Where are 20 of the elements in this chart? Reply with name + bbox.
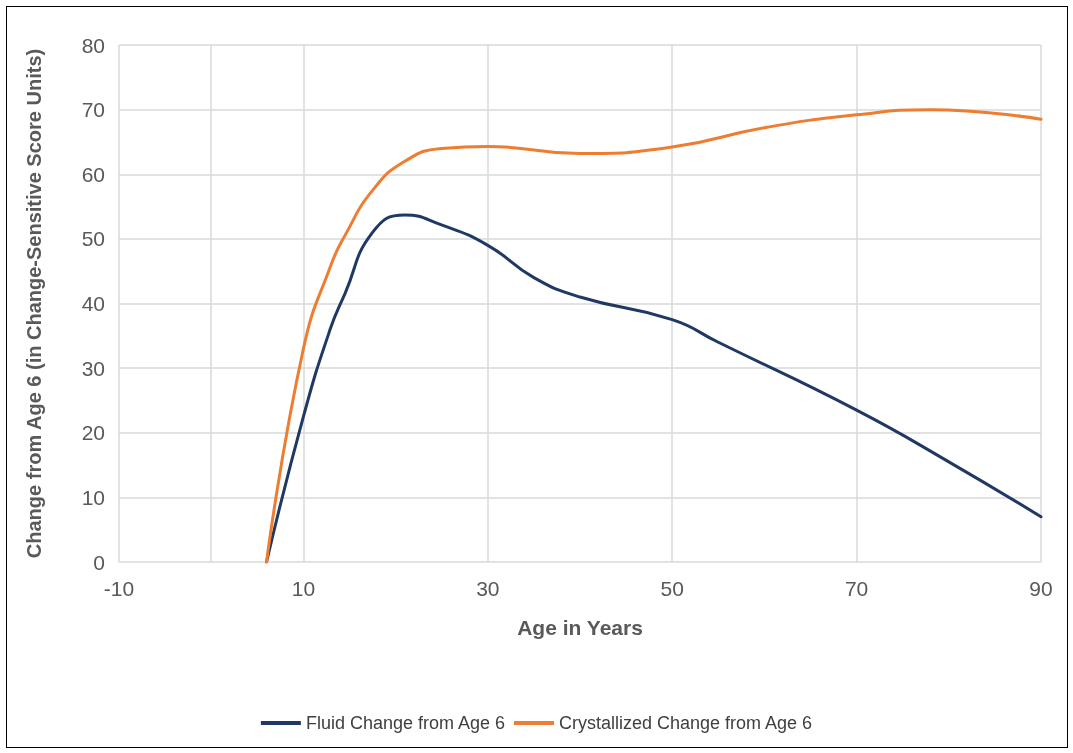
x-tick-label: 70 xyxy=(844,577,869,600)
x-tick-label: 90 xyxy=(1029,577,1053,600)
y-tick-label: 80 xyxy=(81,33,105,57)
line-series xyxy=(265,108,1043,564)
legend-label: Crystallized Change from Age 6 xyxy=(559,713,813,733)
legend-label: Fluid Change from Age 6 xyxy=(305,713,506,733)
y-axis-title: Change from Age 6 (in Change-Sensitive Score Units) xyxy=(23,48,45,559)
x-tick-label: -10 xyxy=(103,577,135,600)
x-tick-label: 50 xyxy=(660,577,684,600)
y-tick-label: 10 xyxy=(81,485,105,509)
x-tick-label: 30 xyxy=(476,577,500,600)
y-tick-label: 40 xyxy=(81,292,105,315)
y-tick-label: 20 xyxy=(81,421,105,445)
y-tick-label: 0 xyxy=(93,550,105,574)
x-tick-label: 10 xyxy=(291,577,316,600)
y-tick-label: 60 xyxy=(81,162,105,186)
y-tick-label: 30 xyxy=(81,356,105,380)
y-tick-label: 50 xyxy=(81,227,105,251)
x-axis-title: Age in Years xyxy=(517,616,643,639)
y-tick-label: 70 xyxy=(81,98,105,122)
